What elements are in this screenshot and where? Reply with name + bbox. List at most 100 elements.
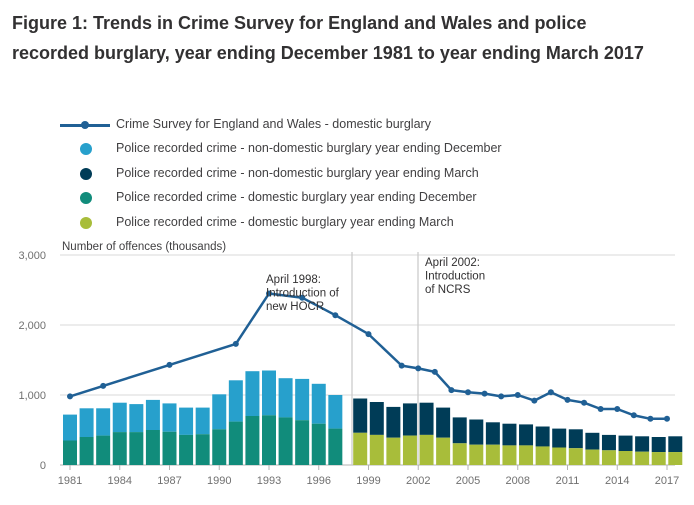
x-tick-label: 2008 bbox=[506, 475, 530, 487]
bar-non-domestic bbox=[212, 394, 227, 430]
x-tick-label: 2005 bbox=[456, 475, 480, 487]
annotation-text: Introduction of bbox=[266, 288, 340, 300]
x-tick-label: 1981 bbox=[58, 475, 82, 487]
bar-domestic bbox=[328, 428, 343, 465]
bar-non-domestic bbox=[535, 426, 550, 447]
bar-domestic bbox=[452, 443, 467, 465]
annotation-text: of NCRS bbox=[425, 284, 471, 296]
csew-point bbox=[415, 365, 422, 372]
csew-point bbox=[630, 412, 637, 419]
bar-domestic bbox=[568, 448, 583, 465]
legend-label: Police recorded crime - domestic burglar… bbox=[116, 214, 454, 229]
bar-domestic bbox=[129, 432, 144, 465]
x-tick-label: 2002 bbox=[406, 475, 430, 487]
bar-domestic bbox=[79, 437, 94, 465]
csew-point bbox=[481, 390, 488, 397]
bar-non-domestic bbox=[552, 428, 567, 448]
csew-point bbox=[614, 406, 621, 412]
bar-domestic bbox=[502, 445, 517, 465]
bar-domestic bbox=[353, 432, 368, 465]
bar-domestic bbox=[651, 452, 666, 465]
bar-non-domestic bbox=[651, 437, 666, 453]
bar-domestic bbox=[668, 452, 683, 465]
bar-domestic bbox=[635, 451, 650, 465]
bars bbox=[63, 370, 683, 465]
x-tick-label: 1984 bbox=[108, 475, 132, 487]
bar-domestic bbox=[179, 434, 194, 465]
csew-point bbox=[498, 393, 505, 400]
bar-domestic bbox=[535, 446, 550, 465]
csew-point bbox=[664, 415, 670, 422]
bar-domestic bbox=[618, 451, 633, 465]
legend-dot-marker bbox=[80, 216, 92, 229]
bar-domestic bbox=[195, 434, 210, 465]
csew-point bbox=[547, 389, 554, 396]
bar-domestic bbox=[278, 417, 293, 465]
legend-label: Police recorded crime - non-domestic bur… bbox=[116, 141, 502, 156]
x-tick-label: 1990 bbox=[207, 475, 231, 487]
y-axis-label: Number of offences (thousands) bbox=[62, 241, 226, 253]
bar-domestic bbox=[162, 431, 177, 465]
bar-non-domestic bbox=[436, 407, 451, 438]
csew-point bbox=[465, 389, 471, 396]
bar-non-domestic bbox=[568, 429, 583, 449]
x-tick-label: 2017 bbox=[655, 475, 679, 487]
bar-non-domestic bbox=[668, 436, 683, 453]
annotation-text: new HOCR bbox=[266, 301, 324, 313]
legend-dot-marker bbox=[80, 192, 92, 205]
bar-domestic bbox=[112, 432, 127, 465]
bar-non-domestic bbox=[96, 408, 111, 436]
csew-point bbox=[448, 387, 455, 394]
reference-lines bbox=[351, 252, 419, 465]
bar-non-domestic bbox=[585, 432, 600, 450]
bar-non-domestic bbox=[519, 424, 534, 446]
y-tick-label: 0 bbox=[40, 460, 46, 472]
figure-title: Figure 1: Trends in Crime Survey for Eng… bbox=[12, 13, 644, 63]
csew-point bbox=[299, 294, 306, 301]
bar-non-domestic bbox=[353, 398, 368, 433]
bar-domestic bbox=[386, 437, 401, 465]
bar-non-domestic bbox=[295, 378, 310, 421]
bar-non-domestic bbox=[79, 408, 94, 437]
annotation-text: April 2002: bbox=[425, 257, 480, 269]
bar-domestic bbox=[245, 416, 260, 465]
csew-series bbox=[67, 290, 670, 422]
bar-non-domestic bbox=[245, 371, 260, 416]
bar-non-domestic bbox=[112, 402, 127, 433]
bar-non-domestic bbox=[179, 407, 194, 435]
bar-domestic bbox=[262, 415, 276, 465]
x-tick-label: 1987 bbox=[157, 475, 181, 487]
bar-domestic bbox=[369, 434, 384, 465]
bar-non-domestic bbox=[635, 436, 650, 452]
bar-domestic bbox=[419, 434, 434, 465]
bar-domestic bbox=[436, 437, 451, 465]
bar-domestic bbox=[228, 421, 243, 465]
x-tick-label: 2014 bbox=[605, 475, 629, 487]
bar-non-domestic bbox=[452, 417, 467, 444]
legend-dot-marker bbox=[80, 167, 92, 180]
x-tick-label: 1993 bbox=[257, 475, 281, 487]
bar-non-domestic bbox=[145, 399, 160, 430]
bar-domestic bbox=[63, 440, 77, 465]
csew-point bbox=[581, 399, 588, 406]
bar-non-domestic bbox=[262, 370, 276, 416]
csew-point bbox=[266, 290, 272, 297]
bar-domestic bbox=[145, 430, 160, 465]
bar-non-domestic bbox=[162, 403, 177, 432]
bar-domestic bbox=[552, 447, 567, 465]
csew-point bbox=[564, 396, 571, 403]
bar-non-domestic bbox=[278, 378, 293, 418]
y-tick-label: 3,000 bbox=[18, 250, 46, 262]
csew-point bbox=[166, 361, 173, 368]
bar-non-domestic bbox=[311, 383, 326, 424]
annotation-text: April 1998: bbox=[266, 274, 321, 286]
bar-domestic bbox=[212, 429, 227, 465]
csew-point bbox=[597, 406, 604, 412]
bar-domestic bbox=[485, 444, 500, 465]
csew-point bbox=[514, 392, 521, 398]
bar-domestic bbox=[295, 420, 310, 465]
x-tick-label: 1999 bbox=[356, 475, 380, 487]
legend-label: Police recorded crime - domestic burglar… bbox=[116, 190, 477, 205]
